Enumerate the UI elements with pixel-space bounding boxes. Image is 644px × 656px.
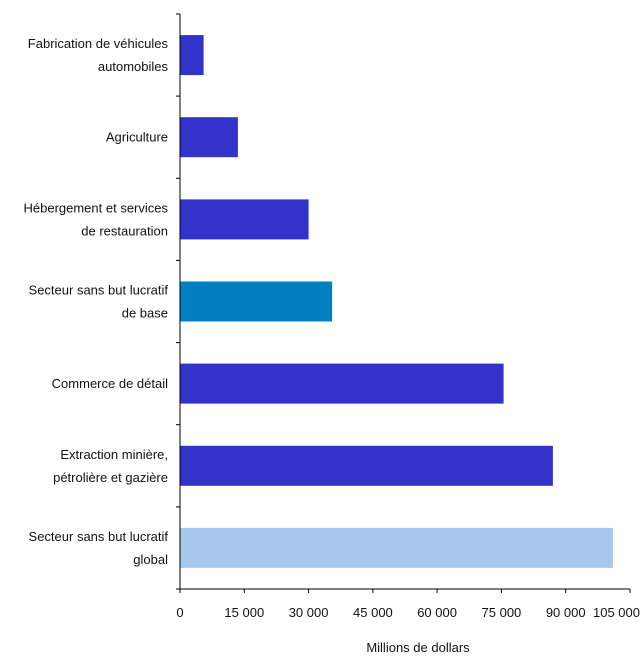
bar-1 — [180, 35, 204, 76]
x-tick-labels-group: 0 15 000 30 000 45 000 60 000 75 000 90 000 105… — [176, 605, 640, 620]
category-label-4: Secteur sans but lucratif de base — [29, 283, 169, 321]
bar-5 — [180, 363, 504, 404]
category-label-2: Agriculture — [106, 130, 168, 145]
bar-4 — [180, 281, 333, 322]
axes-group — [176, 13, 631, 593]
bar-3 — [180, 199, 309, 240]
x-tick-label: 105 000 — [593, 605, 640, 620]
bars-group — [180, 35, 613, 568]
x-tick-label: 30 000 — [289, 605, 329, 620]
category-labels-group: Fabrication de véhicules automobiles Agric… — [23, 36, 168, 567]
x-tick-label: 60 000 — [417, 605, 457, 620]
bar-2 — [180, 117, 238, 158]
x-tick-label: 15 000 — [224, 605, 264, 620]
category-label-7: Secteur sans but lucratif global — [29, 529, 169, 567]
category-label-5: Commerce de détail — [52, 376, 168, 391]
category-label-1: Fabrication de véhicules automobiles — [28, 36, 169, 74]
category-label-3: Hébergement et services de restauration — [23, 200, 168, 238]
bar-7 — [180, 527, 613, 568]
x-tick-label: 0 — [176, 605, 183, 620]
x-tick-label: 90 000 — [546, 605, 586, 620]
bar-6 — [180, 445, 553, 486]
x-axis-title: Millions de dollars — [366, 640, 470, 655]
x-tick-label: 45 000 — [353, 605, 393, 620]
x-tick-label: 75 000 — [482, 605, 522, 620]
category-label-6: Extraction minière, pétrolière et gazière — [53, 447, 168, 485]
